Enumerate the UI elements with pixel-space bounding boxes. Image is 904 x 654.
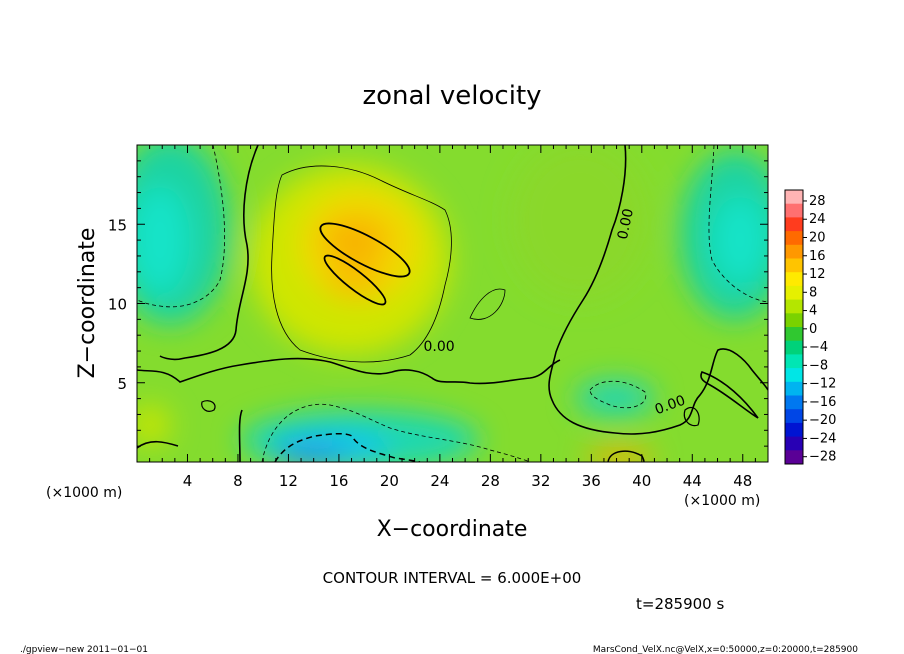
- colorbar-label: −8: [809, 358, 828, 373]
- x-axis: 4 8 12 16 20 24 28 32 36 40 44 48: [149, 145, 756, 490]
- contour-neg6-left: [137, 145, 226, 308]
- contour-small-right: [683, 406, 700, 427]
- colorbar-label: 24: [809, 212, 826, 227]
- contour-6: [271, 165, 452, 363]
- contour-label: 0.00: [423, 339, 454, 355]
- contour-labels: 0.000.000.00: [423, 207, 687, 418]
- colorbar-frame: [784, 189, 804, 465]
- colorbar-swatch: [785, 231, 803, 246]
- colorbar-swatch: [785, 272, 803, 287]
- contour-zero-right: [700, 371, 759, 419]
- colorbar-swatch: [785, 381, 803, 396]
- contour-12-upper: [319, 222, 411, 278]
- colorbar-swatch: [785, 422, 803, 438]
- colorbar-label: −28: [809, 450, 836, 465]
- colorbar-swatch: [785, 217, 803, 232]
- footer-left: ./gpview−new 2011−01−01: [20, 645, 148, 654]
- contour-6-small: [469, 288, 506, 320]
- x-tick-label: 32: [531, 472, 550, 490]
- colorbar-swatch: [785, 313, 803, 328]
- y-tick-label: 15: [108, 216, 127, 234]
- x-tick-label: 8: [233, 472, 243, 490]
- colorbar-swatch: [785, 395, 803, 410]
- x-tick-label: 44: [683, 472, 702, 490]
- x-unit-right: (×1000 m): [684, 493, 760, 509]
- contour-zero-left: [137, 145, 561, 385]
- contour-lines: [137, 145, 768, 462]
- x-tick-label: 16: [329, 472, 348, 490]
- contour-label: 0.00: [615, 207, 637, 241]
- x-tick-label: 24: [430, 472, 449, 490]
- contour-neg6-rightblob: [589, 380, 647, 409]
- contour-neg12: [274, 432, 421, 462]
- colorbar-label: −20: [809, 413, 836, 428]
- x-axis-label: X−coordinate: [377, 517, 528, 542]
- contour-small-loop: [201, 400, 216, 412]
- colorbar-label: 12: [809, 267, 826, 282]
- x-tick-label: 40: [632, 472, 651, 490]
- colorbar-swatch: [785, 354, 803, 369]
- chart-title: zonal velocity: [362, 81, 541, 111]
- colorbar-label: 4: [809, 304, 817, 319]
- time-text: t=285900 s: [636, 595, 724, 613]
- colorbar-swatch: [785, 244, 803, 259]
- colorbar-label: −12: [809, 377, 836, 392]
- y-tick-label: 10: [108, 296, 127, 314]
- colorbar-swatch: [785, 299, 803, 314]
- colorbar-label: −24: [809, 431, 836, 446]
- colorbar-swatch: [785, 436, 803, 451]
- contour-interval-text: CONTOUR INTERVAL = 6.000E+00: [323, 569, 582, 587]
- x-tick-label: 20: [380, 472, 399, 490]
- x-tick-label: 12: [279, 472, 298, 490]
- contour-12-lower: [323, 254, 387, 306]
- colorbar-label: 20: [809, 230, 826, 245]
- y-axis-label: Z−coordinate: [75, 228, 100, 379]
- contour-zero-center: [548, 145, 768, 435]
- colorbar-swatch: [785, 203, 803, 218]
- colorbar-label: −16: [809, 395, 836, 410]
- x-unit-left: (×1000 m): [46, 485, 122, 501]
- x-tick-label: 48: [733, 472, 752, 490]
- x-tick-label: 4: [183, 472, 193, 490]
- colorbar-swatch: [785, 327, 803, 342]
- x-tick-label: 28: [481, 472, 500, 490]
- contour-neg6-right: [708, 145, 768, 303]
- colorbar-label: −4: [809, 340, 828, 355]
- colorbar-swatch: [785, 258, 803, 273]
- colorbar-swatch: [785, 340, 803, 355]
- colorbar-label: 28: [809, 194, 826, 209]
- colorbar-label: 0: [809, 322, 817, 337]
- colorbar-swatch: [785, 285, 803, 301]
- contour-neg6-bottom: [261, 403, 531, 462]
- colorbar-label: 16: [809, 249, 826, 264]
- colorbar-swatch: [785, 450, 803, 465]
- y-axis: 5 10 15: [108, 160, 768, 447]
- colorbar-swatch: [785, 409, 803, 424]
- y-tick-label: 5: [117, 375, 127, 393]
- footer-right: MarsCond_VelX.nc@VelX,x=0:50000,z=0:2000…: [593, 645, 858, 654]
- colorbar-swatch: [785, 368, 803, 383]
- colorbar-swatch: [785, 190, 803, 205]
- colorbar: 28 24 20 16 12 8 4 0 −4 −8 −12 −16 −20 −24 −28: [784, 189, 836, 465]
- x-tick-label: 36: [582, 472, 601, 490]
- colorbar-label: 8: [809, 285, 817, 300]
